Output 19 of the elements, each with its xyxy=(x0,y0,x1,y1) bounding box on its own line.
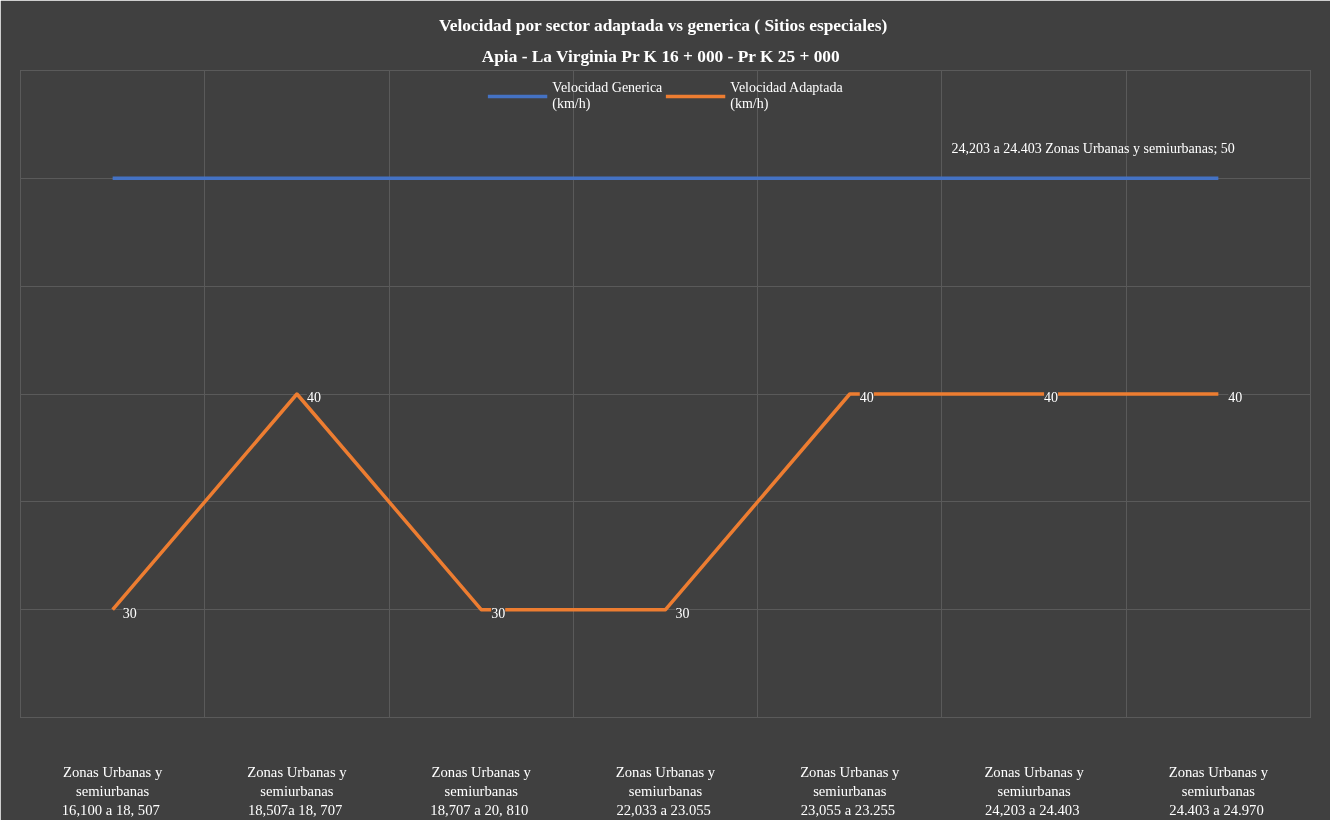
legend-label: Velocidad Generica (km/h) xyxy=(552,80,663,112)
annotation: 24,203 a 24.403 Zonas Urbanas y semiurbanas; 50 xyxy=(951,141,1235,157)
x-tick-label: Zonas Urbanas y semiurbanas 24.403 a 24.970 xyxy=(1168,763,1269,818)
x-tick-label: Zonas Urbanas y semiurbanas 18,507a 18, 707 xyxy=(247,763,348,818)
x-tick-label: Zonas Urbanas y semiurbanas 22,033 a 23.055 xyxy=(615,763,716,818)
data-label: 40 xyxy=(859,390,874,405)
data-label: 40 xyxy=(1228,390,1243,405)
x-tick-label: Zonas Urbanas y semiurbanas 18,707 a 20, 810 xyxy=(430,763,532,818)
chart-subtitle: Apia - La Virginia Pr K 16 + 000 - Pr K 25 + 000 xyxy=(481,46,840,66)
data-label: 40 xyxy=(1044,390,1059,405)
x-tick-label: Zonas Urbanas y semiurbanas 24,203 a 24.403 xyxy=(984,763,1085,818)
data-label: 30 xyxy=(491,605,506,621)
data-label: 30 xyxy=(675,605,690,621)
data-label: 30 xyxy=(122,605,137,621)
chart-title: Velocidad por sector adaptada vs generica ( Sitios especiales) xyxy=(438,15,888,35)
x-tick-label: Zonas Urbanas y semiurbanas 16,100 a 18, 507 xyxy=(61,763,163,818)
legend-label: Velocidad Adaptada (km/h) xyxy=(730,80,843,112)
x-tick-label: Zonas Urbanas y semiurbanas 23,055 a 23.255 xyxy=(800,763,901,818)
data-label: 40 xyxy=(306,390,321,405)
